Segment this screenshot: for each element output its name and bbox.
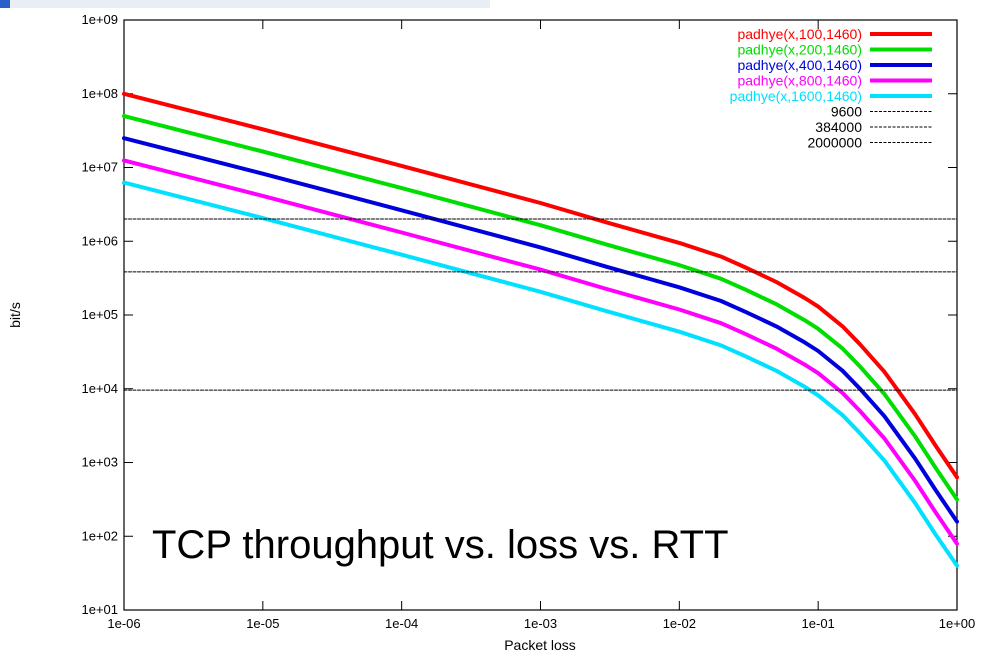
y-tick-label: 1e+06 (81, 233, 118, 248)
tick-labels: 1e-06 1e-05 1e-04 1e-03 1e-02 1e-01 1e+00 1e+01… (81, 12, 975, 631)
x-axis-label: Packet loss (504, 637, 576, 653)
series-line-4 (122, 180, 959, 568)
legend-label-3: padhye(x,800,1460) (737, 73, 862, 89)
y-tick-label: 1e+03 (81, 455, 118, 470)
y-tick-label: 1e+07 (81, 160, 118, 175)
y-tick-label: 1e+08 (81, 86, 118, 101)
legend-label-6: 384000 (815, 119, 862, 135)
y-axis-label: bit/s (7, 302, 23, 328)
legend: padhye(x,100,1460)padhye(x,200,1460)padh… (730, 26, 932, 151)
x-tick-label: 1e-03 (524, 616, 557, 631)
chart-annotation: TCP throughput vs. loss vs. RTT (152, 523, 729, 567)
y-tick-label: 1e+09 (81, 12, 118, 27)
series-lines (122, 91, 959, 568)
series-line-0 (122, 91, 959, 480)
slide-corner-mark (0, 0, 10, 8)
x-tick-label: 1e-05 (246, 616, 279, 631)
x-tick-label: 1e+00 (939, 616, 976, 631)
y-tick-label: 1e+04 (81, 381, 118, 396)
legend-label-7: 2000000 (807, 135, 862, 151)
x-tick-label: 1e-06 (107, 616, 140, 631)
legend-label-4: padhye(x,1600,1460) (730, 88, 862, 104)
x-tick-label: 1e-02 (663, 616, 696, 631)
y-tick-label: 1e+02 (81, 528, 118, 543)
legend-label-5: 9600 (831, 104, 862, 120)
legend-label-1: padhye(x,200,1460) (737, 42, 862, 58)
x-tick-label: 1e-01 (802, 616, 835, 631)
y-tick-label: 1e+05 (81, 307, 118, 322)
tick-marks (123, 19, 958, 611)
slide-header-strip (0, 0, 490, 8)
series-line-3 (122, 158, 959, 546)
y-tick-label: 1e+01 (81, 602, 118, 617)
legend-label-2: padhye(x,400,1460) (737, 57, 862, 73)
legend-label-0: padhye(x,100,1460) (737, 26, 862, 42)
series-line-1 (122, 114, 959, 502)
series-line-2 (122, 136, 959, 524)
x-tick-label: 1e-04 (385, 616, 418, 631)
